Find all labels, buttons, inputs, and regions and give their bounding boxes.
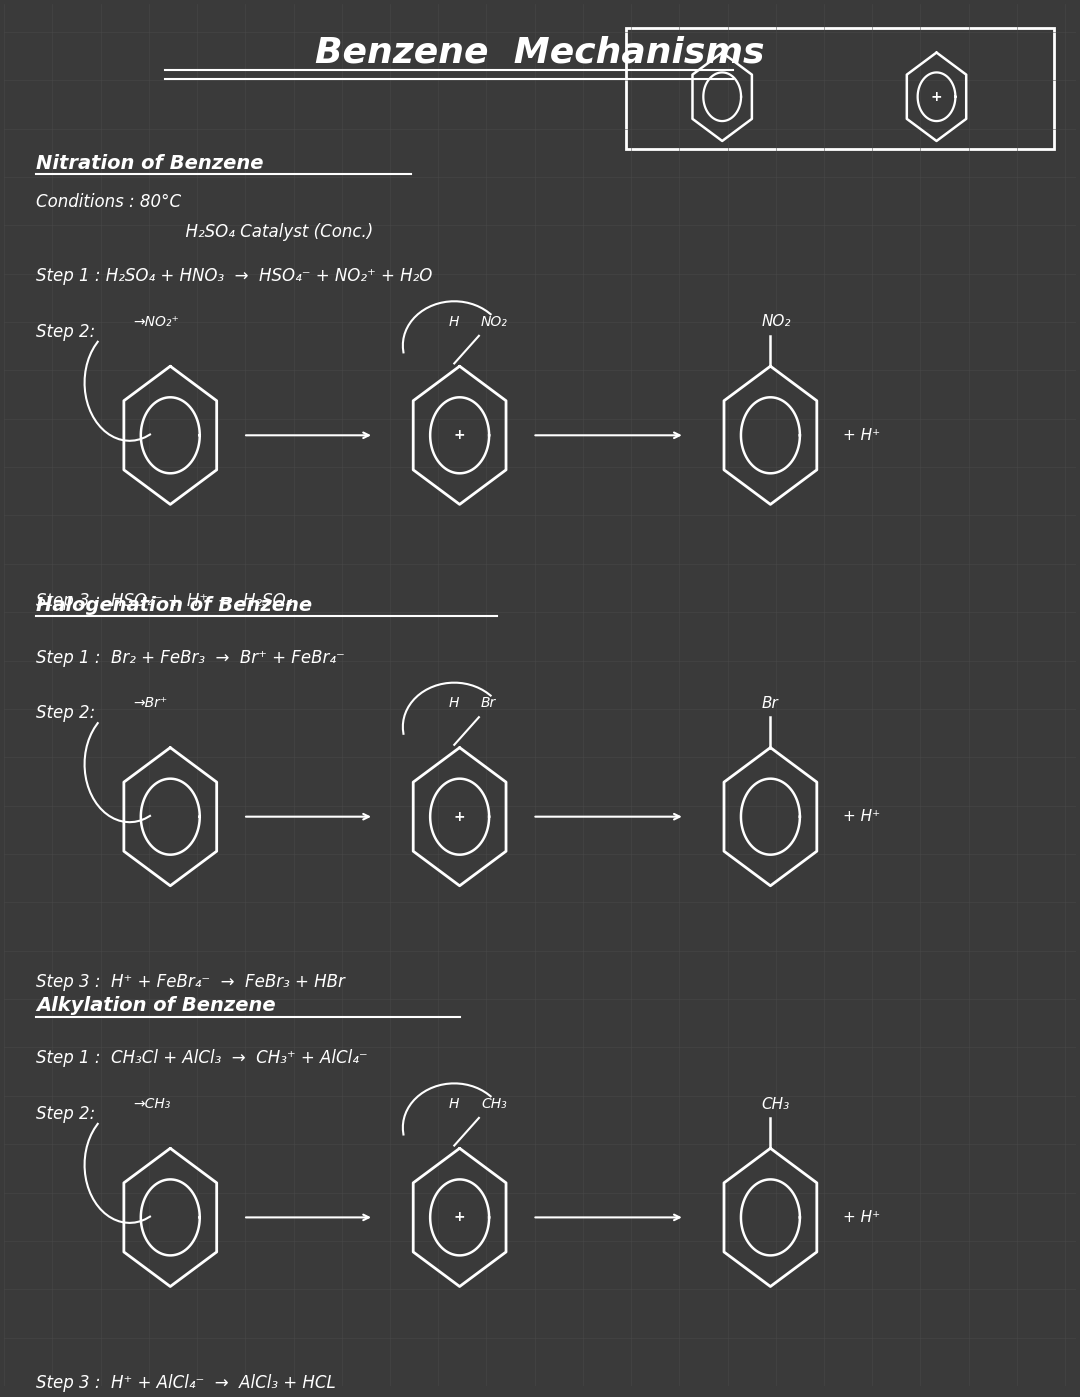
Text: Nitration of Benzene: Nitration of Benzene	[37, 154, 264, 173]
Text: Step 1 :  CH₃Cl + AlCl₃  →  CH₃⁺ + AlCl₄⁻: Step 1 : CH₃Cl + AlCl₃ → CH₃⁺ + AlCl₄⁻	[37, 1049, 368, 1067]
Text: Br: Br	[761, 696, 779, 711]
Text: Step 2:: Step 2:	[37, 323, 95, 341]
Text: +: +	[931, 89, 943, 103]
Text: +: +	[454, 1210, 465, 1224]
Text: H: H	[449, 696, 459, 710]
Text: Step 2:: Step 2:	[37, 1105, 95, 1123]
Text: Br: Br	[481, 696, 497, 710]
Text: Step 2:: Step 2:	[37, 704, 95, 722]
Text: Step 3 :  HSO₄⁻ + H⁺  →  H₂SO₄: Step 3 : HSO₄⁻ + H⁺ → H₂SO₄	[37, 592, 293, 610]
Text: +: +	[454, 429, 465, 443]
Text: →NO₂⁺: →NO₂⁺	[133, 314, 178, 328]
Text: H: H	[449, 314, 459, 328]
Text: Step 3 :  H⁺ + FeBr₄⁻  →  FeBr₃ + HBr: Step 3 : H⁺ + FeBr₄⁻ → FeBr₃ + HBr	[37, 974, 346, 992]
Text: + H⁺: + H⁺	[843, 809, 880, 824]
Text: Benzene  Mechanisms: Benzene Mechanisms	[315, 35, 765, 70]
Text: + H⁺: + H⁺	[843, 1210, 880, 1225]
Text: H₂SO₄ Catalyst (Conc.): H₂SO₄ Catalyst (Conc.)	[133, 224, 373, 242]
Bar	[625, 28, 1054, 149]
Text: Halogenation of Benzene: Halogenation of Benzene	[37, 595, 312, 615]
Text: →Br⁺: →Br⁺	[133, 696, 167, 710]
Text: CH₃: CH₃	[761, 1097, 791, 1112]
Text: NO₂: NO₂	[481, 314, 508, 328]
Text: Step 1 :  Br₂ + FeBr₃  →  Br⁺ + FeBr₄⁻: Step 1 : Br₂ + FeBr₃ → Br⁺ + FeBr₄⁻	[37, 648, 346, 666]
Text: →CH₃: →CH₃	[133, 1097, 171, 1111]
Text: NO₂: NO₂	[761, 314, 792, 330]
Text: Step 1 : H₂SO₄ + HNO₃  →  HSO₄⁻ + NO₂⁺ + H₂O: Step 1 : H₂SO₄ + HNO₃ → HSO₄⁻ + NO₂⁺ + H…	[37, 267, 433, 285]
Text: Step 3 :  H⁺ + AlCl₄⁻  →  AlCl₃ + HCL: Step 3 : H⁺ + AlCl₄⁻ → AlCl₃ + HCL	[37, 1375, 336, 1393]
Text: Conditions : 80°C: Conditions : 80°C	[37, 193, 181, 211]
Text: + H⁺: + H⁺	[843, 427, 880, 443]
Text: H: H	[449, 1097, 459, 1111]
Text: CH₃: CH₃	[481, 1097, 507, 1111]
Text: +: +	[454, 810, 465, 824]
Text: Alkylation of Benzene: Alkylation of Benzene	[37, 996, 276, 1016]
